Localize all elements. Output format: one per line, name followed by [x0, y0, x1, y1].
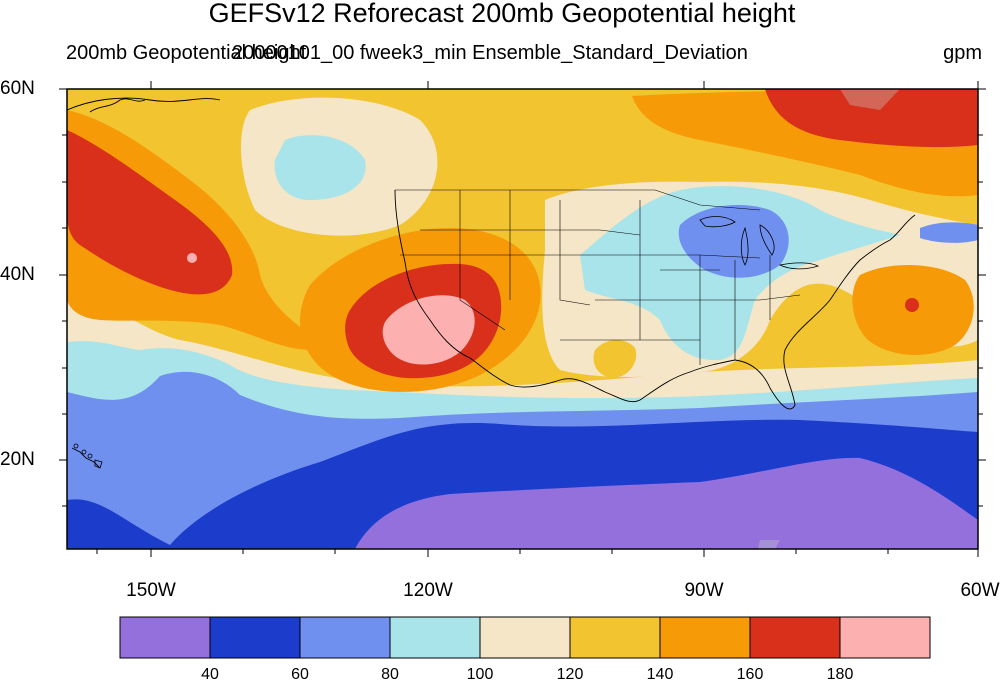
colorbar-label: 140 — [646, 666, 674, 683]
lat-label-40n: 40N — [0, 264, 35, 285]
contour-fill — [67, 89, 978, 549]
subtitle-left: 200mb Geopotential height — [66, 42, 307, 64]
lon-label-90w: 90W — [684, 580, 724, 601]
colorbar — [119, 616, 931, 659]
great-lakes — [699, 216, 820, 270]
subtitle-center: 20000101_00 fweek3_min Ensemble_Standard… — [232, 42, 748, 64]
map-title: GEFSv12 Reforecast 200mb Geopotential he… — [208, 0, 796, 28]
colorbar-label: 160 — [736, 666, 764, 683]
lon-label-60w: 60W — [960, 580, 1000, 601]
contour-band-200-swus — [382, 295, 475, 365]
contour-band-80-us — [678, 205, 789, 278]
colorbar-swatch — [749, 616, 841, 659]
lat-label-20n: 20N — [0, 449, 35, 470]
map-frame — [66, 88, 979, 550]
contour-band-180-atlantic — [905, 298, 919, 312]
lat-label-60n: 60N — [0, 78, 35, 99]
colorbar-label: 80 — [381, 666, 399, 683]
latitude-ticks — [59, 88, 986, 507]
state-boundaries — [395, 189, 801, 365]
contour-band-200-west — [187, 253, 197, 263]
lon-label-120w: 120W — [403, 580, 453, 601]
colorbar-label: 60 — [291, 666, 309, 683]
colorbar-swatch — [839, 616, 931, 659]
colorbar-swatch — [569, 616, 661, 659]
hawaii-islands — [73, 443, 103, 469]
longitude-ticks — [96, 81, 979, 557]
colorbar-label: 100 — [466, 666, 494, 683]
colorbar-swatch — [209, 616, 301, 659]
colorbar-label: 40 — [201, 666, 219, 683]
contour-band-180-northeast — [765, 89, 978, 148]
colorbar-swatch — [389, 616, 481, 659]
coastlines — [67, 97, 916, 469]
colorbar-swatch — [659, 616, 751, 659]
contour-band-80-atlantic — [920, 222, 978, 243]
colorbar-label: 180 — [826, 666, 854, 683]
colorbar-swatch — [299, 616, 391, 659]
subtitle-units: gpm — [943, 42, 982, 64]
contour-band-140-gulf — [593, 339, 637, 378]
colorbar-swatch — [479, 616, 571, 659]
contour-band-20 — [355, 457, 978, 549]
lon-label-150w: 150W — [126, 580, 176, 601]
colorbar-swatch — [119, 616, 211, 659]
colorbar-label: 120 — [556, 666, 584, 683]
contour-band-100-pacific — [274, 135, 366, 200]
